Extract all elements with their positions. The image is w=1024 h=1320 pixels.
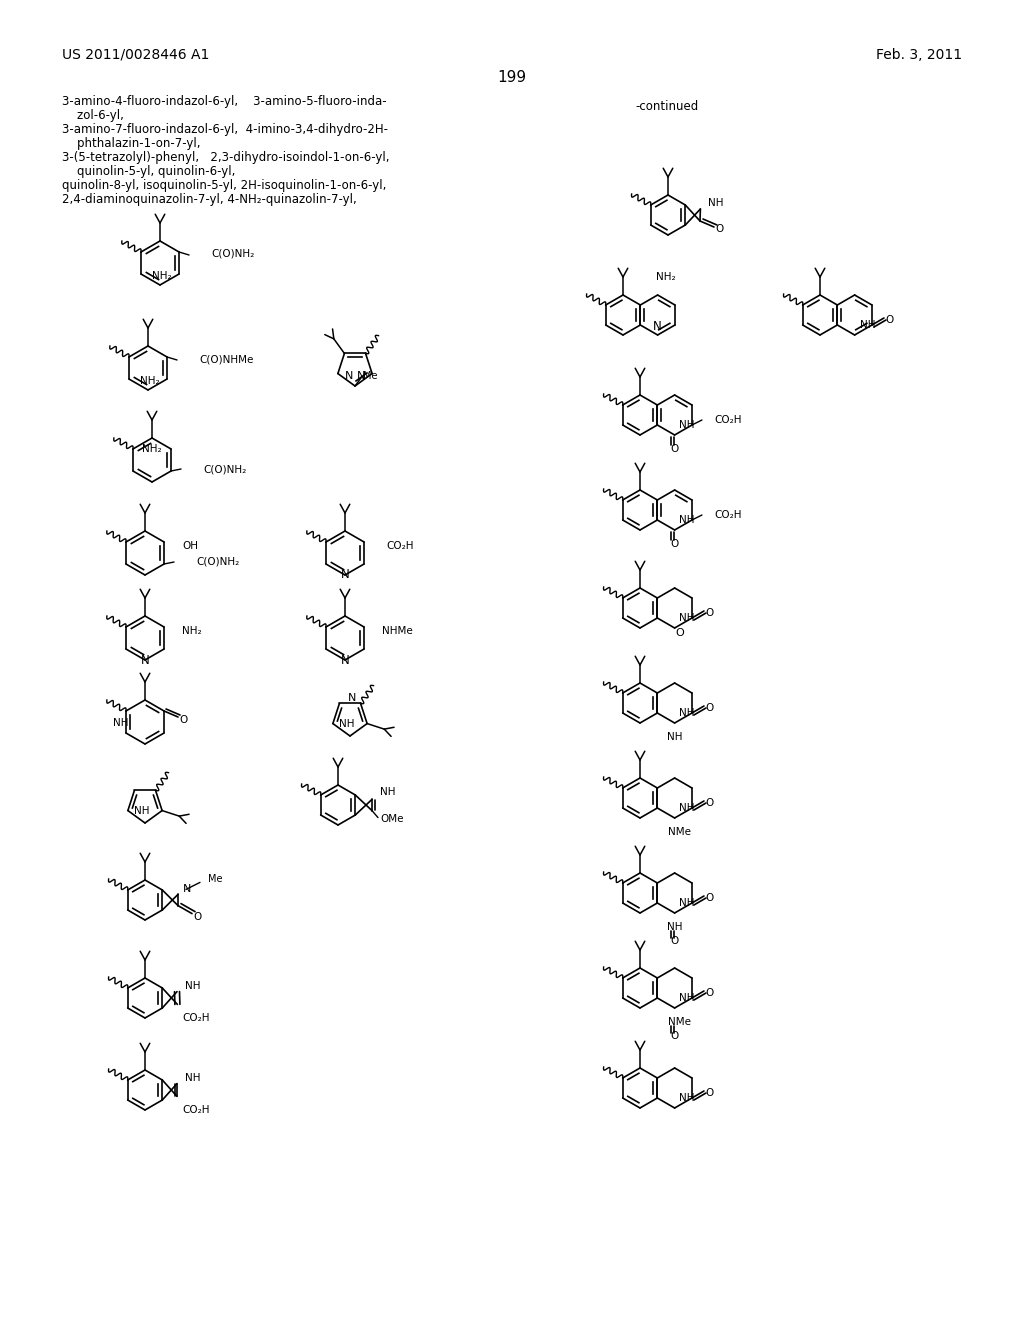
Text: O: O <box>706 894 714 903</box>
Text: NH: NH <box>679 1093 694 1104</box>
Text: NH₂: NH₂ <box>655 272 676 282</box>
Text: CO₂H: CO₂H <box>182 1014 210 1023</box>
Text: NMe: NMe <box>668 1016 691 1027</box>
Text: N: N <box>140 653 150 667</box>
Text: N: N <box>347 693 355 704</box>
Text: NH: NH <box>185 1073 201 1082</box>
Text: NH: NH <box>679 612 694 623</box>
Text: O: O <box>706 1088 714 1098</box>
Text: NH: NH <box>185 981 201 990</box>
Text: O: O <box>179 715 187 725</box>
Text: NH: NH <box>339 719 354 729</box>
Text: 3-(5-tetrazolyl)-phenyl,   2,3-dihydro-isoindol-1-on-6-yl,: 3-(5-tetrazolyl)-phenyl, 2,3-dihydro-iso… <box>62 150 389 164</box>
Text: C(O)NH₂: C(O)NH₂ <box>211 249 254 259</box>
Text: 199: 199 <box>498 70 526 84</box>
Text: O: O <box>706 609 714 618</box>
Text: NMe: NMe <box>668 828 691 837</box>
Text: O: O <box>706 987 714 998</box>
Text: N: N <box>345 371 353 380</box>
Text: -continued: -continued <box>635 100 698 114</box>
Text: NH: NH <box>709 198 724 209</box>
Text: NH₂: NH₂ <box>153 271 172 281</box>
Text: NH: NH <box>679 420 694 430</box>
Text: Feb. 3, 2011: Feb. 3, 2011 <box>876 48 962 62</box>
Text: Me: Me <box>362 371 378 381</box>
Text: O: O <box>671 936 679 946</box>
Text: NH: NH <box>667 921 682 932</box>
Text: O: O <box>715 224 723 234</box>
Text: O: O <box>671 1031 679 1041</box>
Text: O: O <box>193 912 201 921</box>
Text: OMe: OMe <box>380 813 403 824</box>
Text: NH: NH <box>679 515 694 525</box>
Text: N: N <box>341 569 349 582</box>
Text: O: O <box>706 704 714 713</box>
Text: 3-amino-7-fluoro-indazol-6-yl,  4-imino-3,4-dihydro-2H-: 3-amino-7-fluoro-indazol-6-yl, 4-imino-3… <box>62 123 388 136</box>
Text: NHMe: NHMe <box>382 626 413 636</box>
Text: C(O)NHMe: C(O)NHMe <box>199 354 253 364</box>
Text: N: N <box>183 884 191 895</box>
Text: CO₂H: CO₂H <box>714 414 741 425</box>
Text: CO₂H: CO₂H <box>182 1105 210 1115</box>
Text: CO₂H: CO₂H <box>386 541 414 550</box>
Text: phthalazin-1-on-7-yl,: phthalazin-1-on-7-yl, <box>62 137 201 150</box>
Text: NH: NH <box>679 803 694 813</box>
Text: NH₂: NH₂ <box>142 444 162 454</box>
Text: CO₂H: CO₂H <box>714 510 741 520</box>
Text: 3-amino-4-fluoro-indazol-6-yl,    3-amino-5-fluoro-inda-: 3-amino-4-fluoro-indazol-6-yl, 3-amino-5… <box>62 95 387 108</box>
Text: NH: NH <box>679 898 694 908</box>
Text: NH: NH <box>679 993 694 1003</box>
Text: 2,4-diaminoquinazolin-7-yl, 4-NH₂-quinazolin-7-yl,: 2,4-diaminoquinazolin-7-yl, 4-NH₂-quinaz… <box>62 193 356 206</box>
Text: O: O <box>706 799 714 808</box>
Text: Me: Me <box>208 874 222 884</box>
Text: NH₂: NH₂ <box>182 626 202 636</box>
Text: zol-6-yl,: zol-6-yl, <box>62 110 124 121</box>
Text: NH₂: NH₂ <box>140 376 160 385</box>
Text: O: O <box>675 628 684 638</box>
Text: US 2011/0028446 A1: US 2011/0028446 A1 <box>62 48 209 62</box>
Text: NH: NH <box>134 807 150 816</box>
Text: NH: NH <box>114 718 129 729</box>
Text: O: O <box>886 315 894 325</box>
Text: N: N <box>341 653 349 667</box>
Text: C(O)NH₂: C(O)NH₂ <box>196 557 240 568</box>
Text: quinolin-8-yl, isoquinolin-5-yl, 2H-isoquinolin-1-on-6-yl,: quinolin-8-yl, isoquinolin-5-yl, 2H-isoq… <box>62 180 386 191</box>
Text: OH: OH <box>182 541 198 550</box>
Text: O: O <box>671 539 679 549</box>
Text: C(O)NH₂: C(O)NH₂ <box>203 465 247 474</box>
Text: O: O <box>671 444 679 454</box>
Text: NH: NH <box>380 788 395 797</box>
Text: N: N <box>653 319 663 333</box>
Text: NH: NH <box>667 733 682 742</box>
Text: NH: NH <box>859 319 876 330</box>
Text: quinolin-5-yl, quinolin-6-yl,: quinolin-5-yl, quinolin-6-yl, <box>62 165 236 178</box>
Text: NH: NH <box>679 708 694 718</box>
Text: N: N <box>356 371 366 380</box>
